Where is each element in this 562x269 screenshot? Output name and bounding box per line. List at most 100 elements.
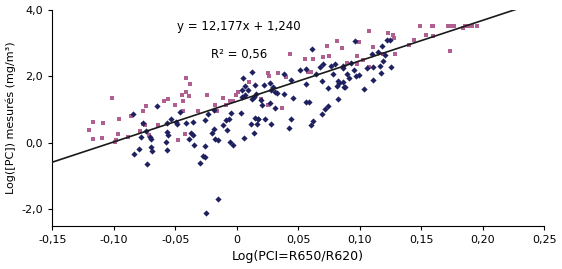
Point xyxy=(173,122,182,127)
Point xyxy=(97,136,106,140)
Point xyxy=(226,99,235,104)
Point xyxy=(324,54,333,58)
Point xyxy=(318,79,327,83)
X-axis label: Log(PCI=R650/R620): Log(PCI=R650/R620) xyxy=(232,250,364,263)
Point xyxy=(306,70,315,74)
Point xyxy=(85,128,94,132)
Point xyxy=(352,54,361,59)
Point xyxy=(368,52,377,56)
Point xyxy=(368,65,377,70)
Point xyxy=(285,52,294,56)
Point xyxy=(287,78,296,82)
Point xyxy=(323,44,332,48)
Point xyxy=(234,90,243,94)
Point xyxy=(446,24,455,28)
Point xyxy=(154,123,163,128)
Point xyxy=(111,137,120,142)
Point xyxy=(214,197,223,201)
Point xyxy=(263,71,272,75)
Point xyxy=(465,24,474,28)
Point xyxy=(266,88,275,92)
Text: y = 12,177x + 1,240: y = 12,177x + 1,240 xyxy=(178,20,301,33)
Point xyxy=(88,136,97,141)
Point xyxy=(307,47,316,51)
Point xyxy=(343,61,352,65)
Point xyxy=(409,38,418,42)
Point xyxy=(379,59,388,63)
Point xyxy=(352,74,361,78)
Point xyxy=(281,75,290,79)
Point xyxy=(221,103,230,107)
Point xyxy=(246,122,255,126)
Point xyxy=(138,108,147,113)
Point xyxy=(266,80,275,85)
Point xyxy=(458,26,467,30)
Point xyxy=(201,144,210,148)
Point xyxy=(273,90,282,95)
Point xyxy=(247,70,256,75)
Point xyxy=(333,84,342,89)
Point xyxy=(365,65,374,70)
Point xyxy=(254,117,263,121)
Point xyxy=(244,80,253,84)
Point xyxy=(391,52,400,56)
Point xyxy=(166,116,175,121)
Point xyxy=(444,24,453,28)
Point xyxy=(302,66,311,71)
Point xyxy=(239,135,248,140)
Point xyxy=(429,34,438,38)
Point xyxy=(380,53,389,58)
Point xyxy=(377,71,386,75)
Point xyxy=(185,82,194,86)
Point xyxy=(212,109,221,114)
Point xyxy=(152,104,161,108)
Point xyxy=(359,86,368,91)
Point xyxy=(355,40,364,44)
Point xyxy=(376,64,385,69)
Point xyxy=(383,38,392,43)
Point xyxy=(163,130,172,134)
Point xyxy=(184,94,193,98)
Point xyxy=(204,112,213,116)
Point xyxy=(194,108,203,113)
Point xyxy=(369,45,378,49)
Point xyxy=(263,103,272,107)
Point xyxy=(270,105,279,110)
Point xyxy=(362,66,371,70)
Point xyxy=(274,71,283,75)
Point xyxy=(163,121,172,125)
Point xyxy=(365,29,374,33)
Point xyxy=(135,129,144,133)
Point xyxy=(134,147,143,151)
Point xyxy=(260,117,269,122)
Point xyxy=(181,132,190,136)
Point xyxy=(269,85,278,89)
Point xyxy=(115,116,124,121)
Point xyxy=(174,138,183,142)
Point xyxy=(139,121,148,126)
Point xyxy=(224,117,233,121)
Point xyxy=(334,81,343,86)
Point xyxy=(175,110,184,115)
Point xyxy=(309,56,318,61)
Point xyxy=(333,79,342,83)
Point xyxy=(326,64,335,68)
Point xyxy=(210,126,219,131)
Point xyxy=(347,61,356,65)
Point xyxy=(221,118,230,122)
Point xyxy=(415,24,424,28)
Point xyxy=(352,62,361,66)
Point xyxy=(339,84,348,89)
Point xyxy=(257,102,266,107)
Point xyxy=(329,72,338,76)
Text: R² = 0,56: R² = 0,56 xyxy=(211,48,268,62)
Point xyxy=(207,130,216,135)
Point xyxy=(337,45,346,50)
Point xyxy=(472,24,481,28)
Point xyxy=(232,93,241,97)
Point xyxy=(250,95,259,99)
Point xyxy=(164,133,173,137)
Point xyxy=(171,120,180,125)
Point xyxy=(252,122,261,126)
Point xyxy=(338,80,347,84)
